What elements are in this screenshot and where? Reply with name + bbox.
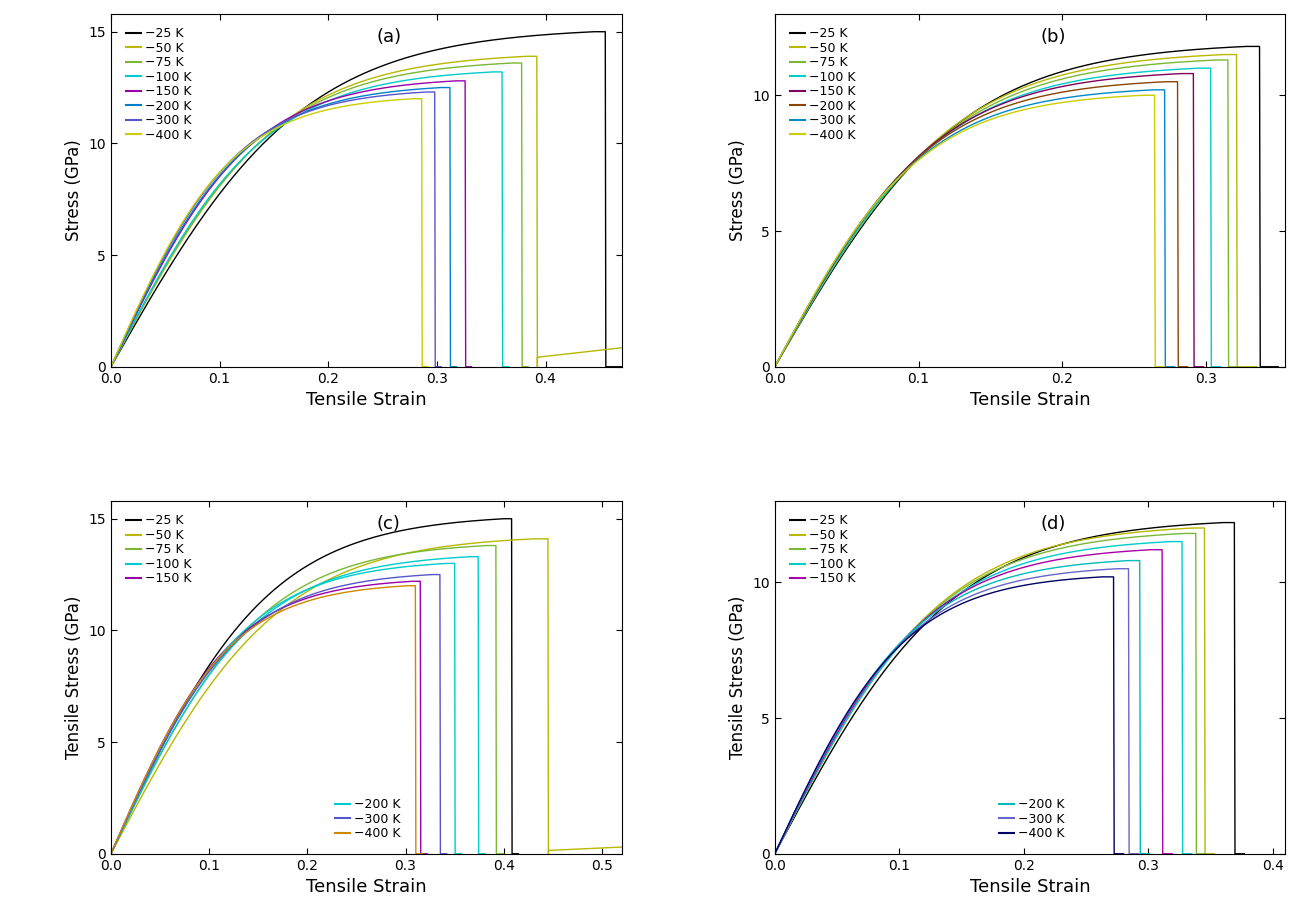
X-axis label: Tensile Strain: Tensile Strain (970, 878, 1091, 896)
X-axis label: Tensile Strain: Tensile Strain (305, 878, 427, 896)
Y-axis label: Tensile Stress (GPa): Tensile Stress (GPa) (728, 595, 746, 759)
Legend: −25 K, −50 K, −75 K, −100 K, −150 K, −200 K, −300 K, −400 K: −25 K, −50 K, −75 K, −100 K, −150 K, −20… (123, 24, 194, 146)
Text: (d): (d) (1040, 515, 1066, 533)
Text: (a): (a) (376, 28, 402, 46)
X-axis label: Tensile Strain: Tensile Strain (970, 391, 1091, 409)
Legend: −25 K, −50 K, −75 K, −100 K, −150 K, −200 K, −300 K, −400 K: −25 K, −50 K, −75 K, −100 K, −150 K, −20… (786, 24, 859, 146)
Y-axis label: Stress (GPa): Stress (GPa) (65, 139, 84, 241)
Text: (b): (b) (1040, 28, 1066, 46)
Legend: −200 K, −300 K, −400 K: −200 K, −300 K, −400 K (996, 795, 1069, 844)
Y-axis label: Tensile Stress (GPa): Tensile Stress (GPa) (65, 595, 84, 759)
Text: (c): (c) (376, 515, 401, 533)
X-axis label: Tensile Strain: Tensile Strain (305, 391, 427, 409)
Y-axis label: Stress (GPa): Stress (GPa) (728, 139, 746, 241)
Legend: −200 K, −300 K, −400 K: −200 K, −300 K, −400 K (331, 795, 405, 844)
